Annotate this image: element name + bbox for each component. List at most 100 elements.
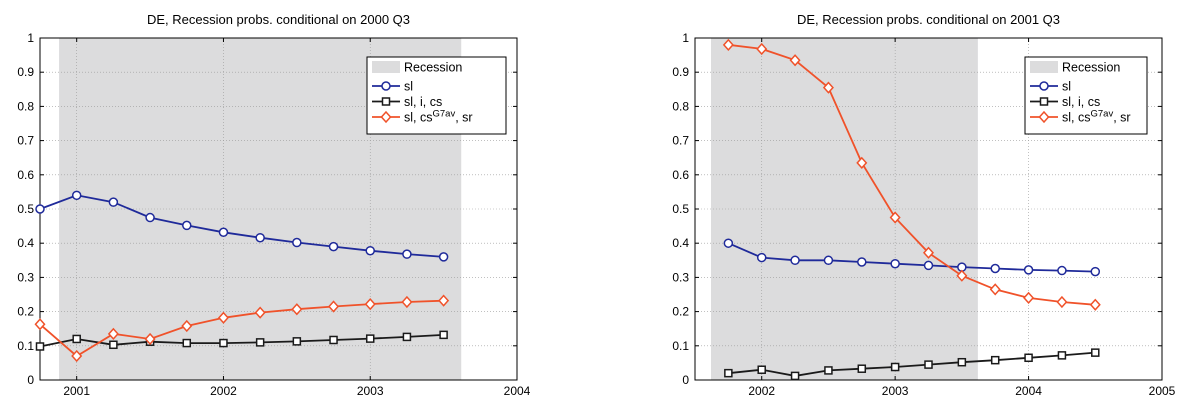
- series-1-point: [145, 212, 155, 223]
- y-tick-label: 0.1: [672, 339, 689, 353]
- y-tick-label: 0: [27, 373, 34, 387]
- legend-marker-3: [380, 110, 392, 124]
- series-1-point: [1057, 265, 1067, 276]
- y-tick-label: 0.7: [17, 134, 34, 148]
- y-tick-label: 0.4: [17, 236, 34, 250]
- y-tick-label: 0.9: [672, 65, 689, 79]
- series-3-point: [856, 156, 868, 169]
- y-tick-label: 0.8: [672, 99, 689, 113]
- series-3-point: [989, 283, 1001, 296]
- legend-recession-label: Recession: [404, 61, 462, 75]
- legend-label-1: sl: [404, 80, 413, 94]
- series-2-point: [255, 338, 265, 347]
- legend-marker-2: [381, 97, 391, 106]
- x-tick-label: 2003: [357, 384, 384, 396]
- series-1-point: [328, 241, 339, 252]
- series-2-point: [292, 337, 302, 346]
- y-tick-label: 0.9: [17, 65, 34, 79]
- series-2-point: [957, 357, 967, 367]
- series-2-point: [724, 368, 733, 378]
- series-3-point: [1056, 295, 1068, 309]
- y-tick-label: 0.7: [672, 134, 689, 148]
- series-2-point: [857, 364, 867, 373]
- series-2-point: [924, 360, 933, 369]
- legend-marker-1: [1039, 81, 1049, 91]
- chart-panel-1: 0 0.1 0.2 0.3 0.4 0.5 0.6 0.7 0.8 0.9 1 2001 2002 200…: [17, 12, 530, 396]
- series-3-point: [181, 319, 193, 333]
- series-3-point: [328, 300, 340, 313]
- series-2-point: [1024, 353, 1033, 363]
- legend-label-2: sl, i, cs: [1062, 95, 1100, 109]
- legend-recession-swatch: [372, 61, 400, 73]
- series-2-point: [890, 362, 900, 372]
- y-tick-label: 0.5: [672, 202, 689, 216]
- series-1-point: [1090, 266, 1101, 277]
- series-3-point: [107, 327, 119, 340]
- series-line-3: [39, 299, 444, 358]
- series-3-point: [34, 318, 46, 331]
- series-1-point: [923, 260, 934, 271]
- y-tick-label: 0.2: [17, 305, 34, 319]
- legend-marker-2: [1039, 97, 1049, 106]
- legend-marker-1: [381, 81, 391, 91]
- y-tick-label: 0.2: [672, 305, 689, 319]
- series-3-point: [889, 211, 901, 224]
- series-3-point: [722, 38, 734, 51]
- series-2-point: [402, 332, 412, 342]
- y-tick-label: 1: [27, 31, 34, 45]
- series-1-point: [402, 249, 412, 259]
- series-2-point: [439, 330, 448, 340]
- legend-recession-swatch: [1030, 61, 1058, 73]
- series-line-1: [728, 242, 1096, 273]
- series-3-point: [1023, 291, 1035, 305]
- series-2-point: [329, 335, 338, 345]
- series-3-point: [756, 42, 768, 56]
- chart-title: DE, Recession probs. conditional on 2001…: [797, 12, 1060, 27]
- series-line-2: [39, 334, 444, 348]
- legend-marker-3: [1038, 110, 1050, 124]
- series-3-point: [789, 54, 801, 67]
- series-3-point: [144, 332, 156, 346]
- y-tick-label: 0.6: [17, 168, 34, 182]
- chart-title: DE, Recession probs. conditional on 2000…: [147, 12, 410, 27]
- series-2-point: [990, 355, 1000, 365]
- series-3-point: [822, 81, 834, 94]
- y-tick-label: 0.4: [672, 236, 689, 250]
- legend-label-1: sl: [1062, 80, 1071, 94]
- series-1-point: [71, 190, 82, 201]
- series-2-point: [790, 371, 800, 381]
- series-1-point: [857, 257, 867, 267]
- series-line-2: [728, 351, 1096, 377]
- series-2-point: [182, 338, 192, 348]
- legend-label-3: sl, csG7av, sr: [1062, 109, 1131, 125]
- series-2-point: [35, 342, 45, 351]
- series-2-point: [109, 340, 118, 350]
- series-3-point: [364, 297, 376, 311]
- x-tick-label: 2005: [1149, 384, 1176, 396]
- series-3-point: [922, 246, 935, 259]
- series-1-point: [438, 252, 449, 262]
- series-2-point: [219, 338, 228, 348]
- series-1-point: [1023, 265, 1034, 275]
- recession-shading: [711, 38, 978, 380]
- series-2-point: [1057, 351, 1067, 360]
- y-tick-label: 0.3: [672, 270, 689, 284]
- series-2-point: [1091, 348, 1100, 357]
- series-1-point: [823, 255, 834, 266]
- series-1-point: [365, 245, 375, 256]
- y-tick-label: 0.1: [17, 339, 34, 353]
- y-tick-label: 0: [682, 373, 689, 387]
- series-1-point: [990, 263, 1000, 274]
- series-1-point: [255, 232, 265, 243]
- chart-panel-2: 0 0.1 0.2 0.3 0.4 0.5 0.6 0.7 0.8 0.9 1 2002 2003 200…: [672, 12, 1175, 396]
- series-1-point: [35, 204, 45, 214]
- series-1-point: [790, 255, 800, 266]
- series-line-3: [728, 43, 1096, 306]
- series-1-point: [756, 252, 767, 263]
- y-tick-label: 0.6: [672, 168, 689, 182]
- legend-recession-label: Recession: [1062, 61, 1120, 75]
- x-tick-label: 2004: [1015, 384, 1042, 396]
